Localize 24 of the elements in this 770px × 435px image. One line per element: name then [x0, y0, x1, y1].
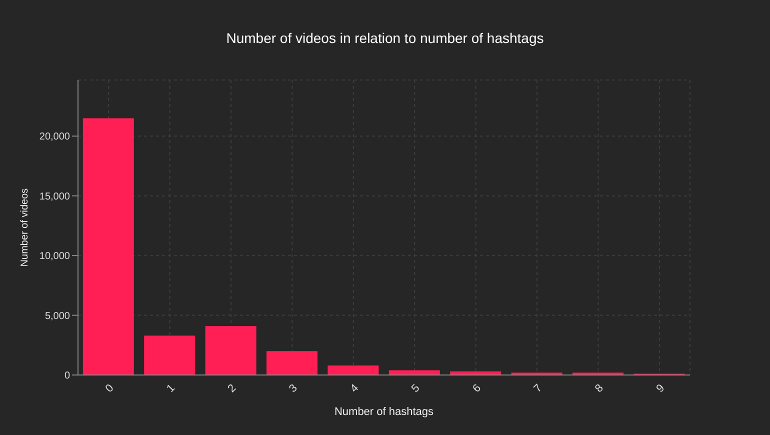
x-tick-label: 5	[409, 382, 422, 395]
x-tick-label: 9	[654, 382, 668, 395]
y-tick-label: 15,000	[39, 191, 70, 202]
y-tick-label: 0	[64, 370, 70, 382]
bar	[144, 336, 196, 375]
x-tick-label: 1	[164, 382, 178, 395]
x-tick-label: 6	[470, 382, 484, 395]
x-tick-label: 2	[226, 382, 239, 395]
bar	[266, 351, 318, 375]
x-axis-title: Number of hashtags	[334, 406, 434, 418]
y-tick-label: 10,000	[39, 251, 70, 262]
bar	[328, 365, 379, 375]
chart-title: Number of videos in relation to number of hashtags	[225, 30, 545, 46]
x-tick-label: 8	[593, 382, 606, 395]
y-tick-label: 5,000	[44, 310, 70, 322]
x-tick-label: 0	[103, 382, 116, 395]
bar	[388, 370, 440, 375]
x-tick-label: 4	[348, 382, 362, 395]
y-tick-label: 20,000	[39, 132, 70, 143]
x-tick-label: 7	[532, 382, 545, 395]
x-tick-label: 3	[287, 382, 300, 395]
bar	[205, 326, 256, 375]
bar	[82, 118, 134, 375]
y-axis-title: Number of videos	[20, 188, 31, 267]
